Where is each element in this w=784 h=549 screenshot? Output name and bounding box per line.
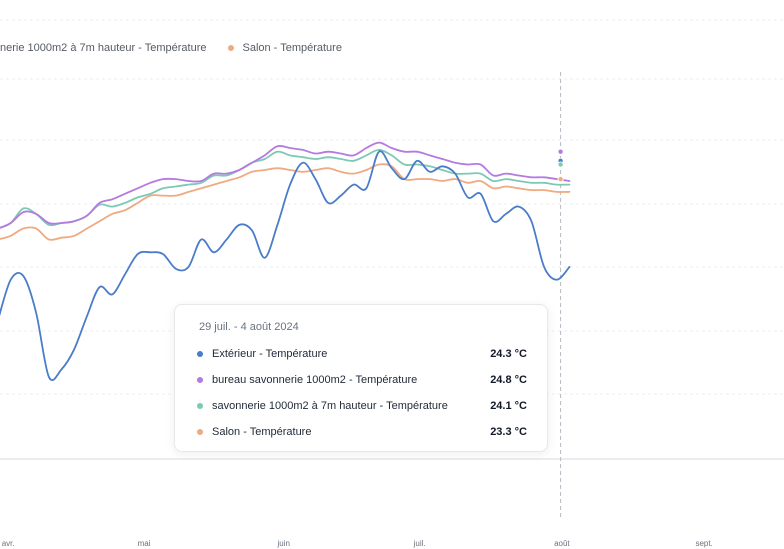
tooltip-marker-savonnerie-7m: [197, 403, 203, 409]
legend-label-salon: Salon - Température: [242, 42, 342, 54]
hover-tooltip: 29 juil. - 4 août 2024 Extérieur - Tempé…: [174, 304, 548, 452]
legend-label-savonnerie-7m: nerie 1000m2 à 7m hauteur - Température: [0, 42, 207, 54]
series-line-bureau: [0, 141, 571, 229]
tooltip-title: 29 juil. - 4 août 2024: [199, 321, 299, 333]
legend-item-salon[interactable]: Salon - Température: [228, 42, 342, 54]
hover-point-salon: [557, 176, 564, 183]
hover-point-savonnerie-7m: [557, 161, 564, 168]
series-line-exterieur: [0, 150, 571, 382]
x-tick-label: avr.: [2, 539, 15, 548]
hover-point-bureau: [557, 148, 564, 155]
series-line-salon: [0, 163, 571, 241]
legend-item-savonnerie-7m[interactable]: nerie 1000m2 à 7m hauteur - Température: [0, 42, 206, 54]
x-tick-label: juin: [277, 539, 290, 548]
tooltip-label-savonnerie-7m: savonnerie 1000m2 à 7m hauteur - Tempéra…: [212, 400, 448, 412]
legend-marker-salon: [228, 45, 235, 51]
tooltip-value-bureau: 24.8 °C: [490, 374, 527, 386]
tooltip-row-exterieur: Extérieur - Température 24.3 °C: [197, 346, 527, 362]
x-tick-label: juil.: [413, 539, 426, 548]
x-tick-label: sept.: [695, 539, 712, 548]
series-lines: [0, 141, 571, 382]
x-axis-ticks: avr. mai juin juil. août sept.: [2, 539, 713, 548]
x-tick-label: mai: [138, 539, 151, 548]
tooltip-value-salon: 23.3 °C: [490, 426, 527, 438]
tooltip-row-bureau: bureau savonnerie 1000m2 - Température 2…: [197, 372, 527, 388]
tooltip-marker-exterieur: [197, 351, 203, 357]
tooltip-row-savonnerie-7m: savonnerie 1000m2 à 7m hauteur - Tempéra…: [197, 398, 527, 414]
chart-legend: nerie 1000m2 à 7m hauteur - Température …: [0, 40, 364, 56]
hover-points: [557, 148, 564, 183]
tooltip-value-savonnerie-7m: 24.1 °C: [490, 400, 527, 412]
tooltip-value-exterieur: 24.3 °C: [490, 348, 527, 360]
tooltip-label-salon: Salon - Température: [212, 426, 312, 438]
tooltip-marker-bureau: [197, 377, 203, 383]
tooltip-label-exterieur: Extérieur - Température: [212, 348, 328, 360]
tooltip-row-salon: Salon - Température 23.3 °C: [197, 424, 527, 440]
tooltip-label-bureau: bureau savonnerie 1000m2 - Température: [212, 374, 418, 386]
x-tick-label: août: [554, 539, 570, 548]
tooltip-marker-salon: [197, 429, 203, 435]
